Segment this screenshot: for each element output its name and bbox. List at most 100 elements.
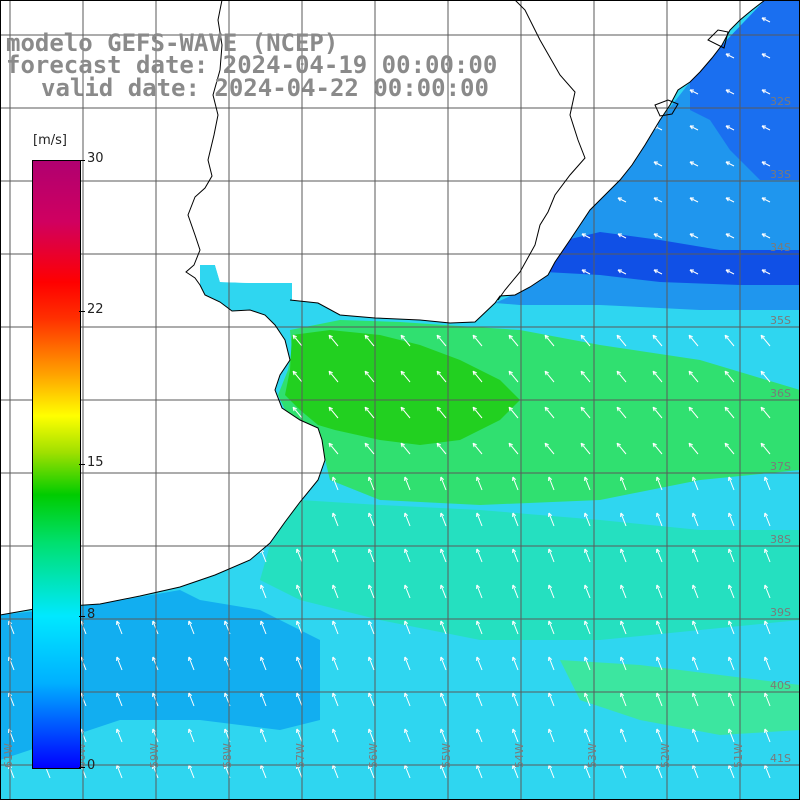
wind-vector [296,692,303,707]
wind-vector [548,728,555,743]
wind-vector-head [581,233,585,238]
wind-vector [548,764,555,779]
wind-vector [728,656,735,671]
land-brazil [500,0,765,296]
wind-vector [508,406,519,419]
wind-vector-head [764,620,769,625]
longitude-label: 52W [659,743,672,768]
wind-vector [188,764,195,779]
wind-vector-head [152,620,157,625]
wind-vector [296,584,303,599]
wind-vector [656,548,663,563]
wind-vector-head [656,548,661,553]
wind-vector [656,656,663,671]
wind-vector-head [332,548,337,553]
wind-vector-head [224,728,229,733]
wind-vector-head [404,620,409,625]
wind-vector-head [400,406,405,410]
colorbar-tickmark [79,767,85,768]
wind-vector [440,584,447,599]
wind-vector-head [404,692,409,697]
colorbar-tick-15: 15 [87,455,104,470]
wind-vector [116,692,123,707]
longitude-label: 55W [440,743,453,768]
wind-vector [404,728,411,743]
wind-vector [292,334,303,347]
wind-vector-head [364,335,367,340]
wind-vector-head [692,692,697,697]
wind-vector [440,764,447,779]
wind-vector-head [620,476,625,481]
wind-vector-head [400,371,403,376]
wind-vector-head [728,620,733,625]
wind-vector-head [760,335,763,340]
wind-vector [761,233,771,239]
wind-vector [764,548,771,563]
wind-vector [152,728,159,743]
wind-vector-head [584,620,589,625]
wind-vector-head [760,371,763,376]
wind-vector-head [692,476,697,481]
wind-vector [725,125,735,131]
wind-vector [620,656,627,671]
wind-vector [296,728,303,743]
wind-vector-head [692,512,697,517]
wind-vector [764,512,771,527]
wind-vector-head [728,692,733,697]
wind-vector-head [292,407,295,412]
wind-vector [584,656,591,671]
wind-vector [332,476,339,491]
wind-vector [692,692,699,707]
wind-vector-head [724,335,727,340]
wind-vector-head [760,406,765,410]
wind-vector [616,406,627,419]
wind-vector-head [260,656,265,661]
wind-vector [368,764,375,779]
wind-vector-head [548,620,553,625]
wind-vector-head [296,728,301,733]
wind-vector-head [332,584,337,589]
wind-vector-head [656,656,661,661]
longitude-label: 61W [2,743,15,768]
wind-vector-head [332,512,337,517]
wind-vector-head [688,371,691,376]
wind-vector-head [724,442,729,446]
wind-vector [512,476,519,491]
wind-vector [512,620,519,635]
wind-vector [652,370,663,383]
wind-vector [581,269,591,275]
wind-vector-head [512,656,517,661]
wind-vector-head [688,407,691,412]
wind-vector-head [724,443,727,448]
wind-vector-head [688,406,693,410]
wind-vector-head [620,548,625,553]
wind-vector [652,334,663,347]
wind-vector [724,334,735,347]
wind-vector [368,728,375,743]
latitude-label: 34S [770,241,791,254]
wind-vector [260,728,267,743]
wind-vector-head [476,584,481,589]
wind-vector-head [760,334,765,338]
wind-vector [152,764,159,779]
wind-vector-head [544,335,547,340]
wind-vector-head [328,335,331,340]
wind-vector [368,584,375,599]
wind-vector-head [580,442,585,446]
wind-vector [188,692,195,707]
wind-vector-head [544,442,549,446]
wind-vector-head [436,442,441,446]
wind-vector [760,442,771,455]
land-west [0,0,325,615]
wind-vector [364,334,375,347]
wind-vector-head [692,548,697,553]
wind-vector-head [296,656,301,661]
wind-vector [404,764,411,779]
wind-vector-head [617,269,621,274]
wind-vector [620,512,627,527]
wind-vector-head [508,335,511,340]
wind-vector [440,656,447,671]
wind-vector-head [584,512,589,517]
wind-vector [188,656,195,671]
wind-vector-head [328,371,331,376]
